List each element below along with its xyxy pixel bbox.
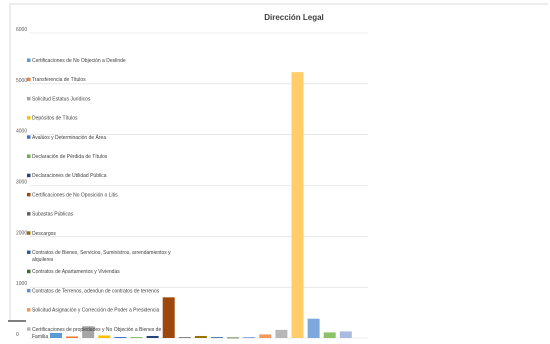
legend-swatch (27, 77, 31, 82)
legend-label: Certificaciones de propiedades y No Obje… (32, 327, 161, 340)
bar (243, 337, 256, 339)
y-tick-label: 0 (16, 332, 19, 338)
y-tick-label: 6000 (16, 27, 27, 33)
legend-label: Solicitud Estatus Jurídicos (32, 96, 91, 102)
legend-label: Certificaciones de No Oposición o Litis (32, 192, 118, 198)
bar (162, 297, 175, 338)
legend-label: Subastas Públicas (32, 212, 74, 218)
bar (66, 336, 79, 338)
bar (307, 318, 320, 338)
bar (146, 335, 159, 338)
legend: Certificaciones de No Objeción a Deslind… (27, 58, 171, 340)
legend-swatch (27, 192, 31, 197)
legend-label: Contratos de Terrenos, adendun de contra… (32, 288, 160, 294)
legend-swatch (27, 58, 31, 62)
bar (130, 337, 143, 339)
bar (178, 337, 191, 339)
legend-label: Certificaciones de No Objeción a Deslind… (32, 58, 126, 64)
bar (339, 331, 352, 338)
legend-swatch (27, 308, 31, 312)
bar (194, 335, 207, 338)
legend-swatch (27, 327, 31, 331)
bar (323, 332, 336, 338)
bar (275, 329, 288, 338)
bar (259, 334, 272, 338)
chart-title: Dirección Legal (264, 13, 324, 22)
legend-label: Descargos (32, 231, 56, 237)
legend-swatch (27, 96, 31, 101)
legend-label: Contratos de Apartamentos y Viviendas (32, 269, 120, 275)
bar (291, 72, 304, 339)
legend-swatch (27, 212, 31, 216)
legend-label: Transferencia de Títulos (32, 77, 86, 83)
y-tick-label: 1000 (16, 281, 27, 287)
legend-swatch (27, 250, 31, 254)
legend-label: Declaración de Pérdida de Títulos (32, 154, 108, 160)
bar (82, 326, 95, 338)
bar (98, 335, 111, 338)
bar (211, 337, 223, 339)
bars (50, 72, 352, 339)
legend-label: Contratos de Bienes, Servicios, Suminist… (32, 250, 171, 263)
bar (114, 336, 127, 338)
legend-label: Depósitos de Títulos (32, 116, 78, 122)
y-tick-label: 4000 (16, 129, 27, 135)
legend-swatch (27, 116, 31, 120)
legend-label: Solicitud Asignación y Corrección de Pod… (32, 308, 160, 314)
legend-label: Avalúos y Determinación de Área (32, 134, 106, 141)
legend-swatch (27, 173, 31, 178)
y-tick-label: 5000 (16, 78, 27, 84)
legend-swatch (27, 269, 31, 274)
legend-swatch (27, 288, 31, 293)
y-tick-label: 3000 (16, 180, 27, 186)
bar (227, 337, 240, 339)
legend-label: Declaraciones de Utilidad Pública (32, 173, 107, 179)
y-axis-ticks: 0 1000 2000 3000 4000 5000 6000 (16, 27, 27, 338)
y-tick-label: 2000 (16, 230, 27, 236)
bar (50, 332, 62, 338)
legend-swatch (27, 135, 31, 139)
legend-swatch (27, 154, 31, 158)
legend-swatch (27, 231, 31, 235)
